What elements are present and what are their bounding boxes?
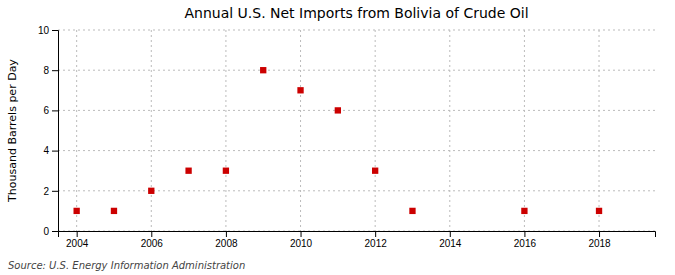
- point: [73, 208, 79, 214]
- x-axis-tick: 2010: [290, 231, 313, 249]
- x-axis-tick-mark: [450, 231, 451, 237]
- x-axis-tick-mark: [77, 231, 78, 237]
- grid-line-y: [58, 110, 655, 111]
- point: [521, 208, 527, 214]
- x-axis-tick-mark: [375, 231, 376, 237]
- grid-line-x: [76, 30, 77, 231]
- y-axis: 0 2 4 6 8 10: [38, 25, 59, 237]
- point: [111, 208, 117, 214]
- y-axis-tick: 6: [43, 105, 58, 116]
- y-axis-tick-mark: [52, 110, 58, 111]
- y-axis-tick-label: 8: [43, 65, 49, 76]
- title: Annual U.S. Net Imports from Bolivia of …: [184, 5, 528, 21]
- grid-line-x: [151, 30, 152, 231]
- y-axis-tick-mark: [52, 191, 58, 192]
- x-axis-tick: 2012: [365, 231, 388, 249]
- grid-line-x: [300, 30, 301, 231]
- plot-area: 2004 2006 2008 2010 2012 2014 2016 2018 0 2 4 6 8 10: [38, 25, 656, 249]
- x-axis-tick-label: 2006: [141, 238, 164, 249]
- y-axis-tick: 0: [43, 226, 58, 237]
- y-axis-tick: 4: [43, 145, 58, 156]
- grid-line-x: [225, 30, 226, 231]
- y-axis-tick-label: 6: [43, 105, 49, 116]
- point: [223, 168, 229, 174]
- y-axis-line: [52, 31, 59, 232]
- x-axis-line: [59, 232, 656, 238]
- point: [409, 208, 415, 214]
- point: [297, 87, 303, 93]
- grid-line-x: [524, 30, 525, 231]
- x-axis-tick-label: 2012: [365, 238, 388, 249]
- y-axis-tick: 2: [43, 186, 58, 197]
- x-axis-tick-label: 2018: [588, 238, 611, 249]
- x-axis-tick-mark: [599, 231, 600, 237]
- y-axis-tick: 10: [38, 25, 58, 36]
- grid-line-y: [58, 30, 655, 31]
- x-axis-tick: 2008: [215, 231, 238, 249]
- y-axis-tick-label: 0: [43, 226, 49, 237]
- grid-line-x: [375, 30, 376, 231]
- y-axis-tick-mark: [52, 151, 58, 152]
- y-axis-title: Thousand Barrels per Day: [6, 59, 19, 203]
- x-axis-tick: 2014: [439, 231, 462, 249]
- point: [185, 168, 191, 174]
- x-axis-tick: 2016: [514, 231, 537, 249]
- x-axis: 2004 2006 2008 2010 2012 2014 2016 2018: [59, 231, 656, 249]
- x-axis-tick-label: 2004: [66, 238, 89, 249]
- y-axis-tick: 8: [43, 65, 58, 76]
- grid-line-y: [58, 150, 655, 151]
- points: [73, 67, 602, 214]
- point: [335, 107, 341, 113]
- chart: 2004 2006 2008 2010 2012 2014 2016 2018 0 2 4 6 8 10 A…: [0, 0, 675, 275]
- y-axis-tick-label: 10: [38, 25, 50, 36]
- grid-line-x: [449, 30, 450, 231]
- x-axis-tick-mark: [301, 231, 302, 237]
- point: [596, 208, 602, 214]
- point: [372, 168, 378, 174]
- y-axis-tick-label: 4: [43, 145, 49, 156]
- y-axis-tick-label: 2: [43, 186, 49, 197]
- x-axis-tick-label: 2010: [290, 238, 313, 249]
- x-axis-tick: 2006: [141, 231, 164, 249]
- grid-line-x: [599, 30, 600, 231]
- x-axis-tick: 2004: [66, 231, 89, 249]
- grid: [58, 30, 655, 231]
- grid-line-y: [58, 70, 655, 71]
- y-axis-tick-mark: [52, 70, 58, 71]
- x-axis-tick: 2018: [588, 231, 611, 249]
- x-axis-tick-label: 2008: [215, 238, 238, 249]
- x-axis-tick-label: 2014: [439, 238, 462, 249]
- x-axis-tick-label: 2016: [514, 238, 537, 249]
- grid-line-y: [58, 190, 655, 191]
- y-axis-tick-mark: [52, 30, 58, 31]
- x-axis-tick-mark: [524, 231, 525, 237]
- x-axis-tick-mark: [226, 231, 227, 237]
- x-axis-tick-mark: [151, 231, 152, 237]
- point: [148, 188, 154, 194]
- y-axis-tick-mark: [52, 231, 58, 232]
- point: [260, 67, 266, 73]
- source: Source: U.S. Energy Information Administ…: [8, 260, 245, 271]
